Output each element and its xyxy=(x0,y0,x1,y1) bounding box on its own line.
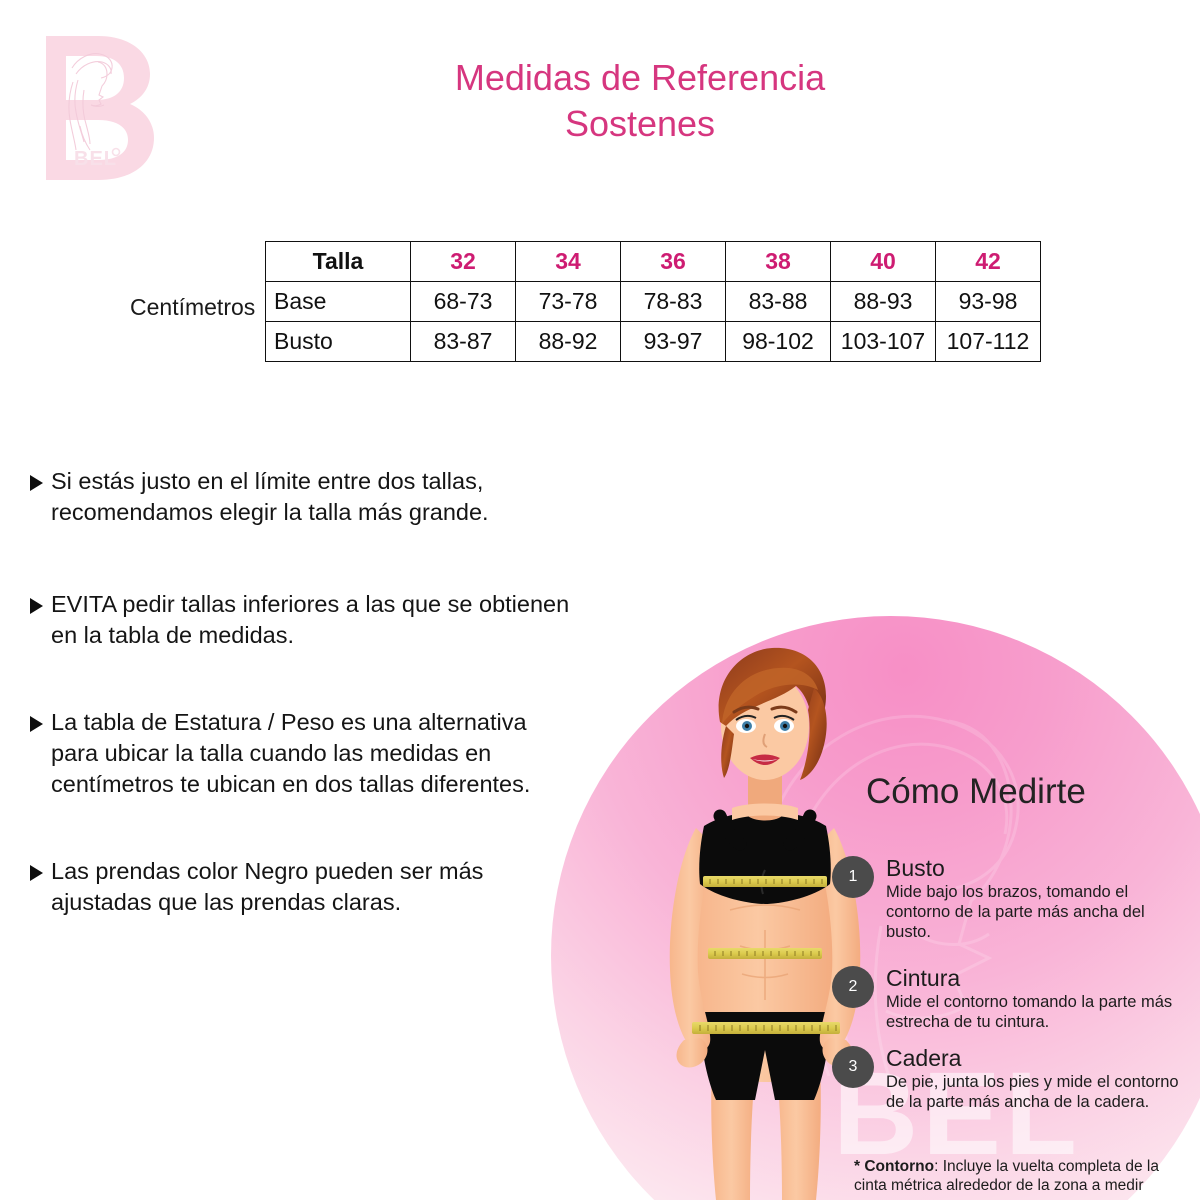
table-row: Base 68-73 73-78 78-83 83-88 88-93 93-98 xyxy=(265,281,1041,322)
bel-logo-icon: BEL xyxy=(46,36,154,180)
step-body: Busto Mide bajo los brazos, tomando el c… xyxy=(886,856,1184,942)
table-unit-label: Centímetros xyxy=(130,294,256,320)
table-size-42: 42 xyxy=(935,241,1041,282)
hair-front xyxy=(721,726,734,778)
cell-busto-36: 93-97 xyxy=(620,321,726,362)
note-line: centímetros te ubican en dos tallas dife… xyxy=(51,771,531,797)
nose xyxy=(762,733,768,748)
hair-side xyxy=(800,688,827,780)
measure-step-cintura: 2 Cintura Mide el contorno tomando la pa… xyxy=(832,966,1184,1032)
footnote-label: * Contorno xyxy=(854,1158,935,1175)
row-label-busto: Busto xyxy=(265,321,411,362)
note-line: para ubicar la talla cuando las medidas … xyxy=(51,740,492,766)
logo-degree-icon xyxy=(111,147,121,157)
logo-wordmark: BEL xyxy=(74,148,117,170)
cell-busto-38: 98-102 xyxy=(725,321,831,362)
tape-waist xyxy=(708,948,822,959)
step-description: Mide el contorno tomando la parte más es… xyxy=(886,993,1173,1031)
woman-illustration xyxy=(669,647,861,1200)
bra-strap-left xyxy=(713,809,747,851)
table-size-32: 32 xyxy=(410,241,516,282)
cell-base-38: 83-88 xyxy=(725,281,831,322)
step-title: Cadera xyxy=(886,1045,962,1071)
hair-highlight xyxy=(722,667,818,724)
page-title-line2: Sostenes xyxy=(564,103,716,144)
note-text: La tabla de Estatura / Peso es una alter… xyxy=(51,707,530,800)
note-line: Las prendas color Negro pueden ser más xyxy=(51,858,484,884)
note-item: Las prendas color Negro pueden ser más a… xyxy=(30,856,483,918)
triangle-bullet-icon xyxy=(30,598,43,614)
how-to-measure-title: Cómo Medirte xyxy=(866,772,1086,811)
hair xyxy=(718,647,826,734)
bra-strap-right xyxy=(783,809,817,851)
tape-hip xyxy=(692,1022,840,1034)
step-number-badge: 1 xyxy=(832,856,874,898)
eyebrow-left xyxy=(732,705,760,714)
tape-bust xyxy=(703,876,827,887)
note-text: Las prendas color Negro pueden ser más a… xyxy=(51,856,483,918)
cell-base-42: 93-98 xyxy=(935,281,1041,322)
note-text: Si estás justo en el límite entre dos ta… xyxy=(51,466,489,528)
triangle-bullet-icon xyxy=(30,865,43,881)
triangle-bullet-icon xyxy=(30,716,43,732)
cell-base-40: 88-93 xyxy=(830,281,936,322)
cell-busto-42: 107-112 xyxy=(935,321,1041,362)
step-description: Mide bajo los brazos, tomando el contorn… xyxy=(886,883,1145,941)
step-title: Cintura xyxy=(886,965,961,991)
cell-busto-40: 103-107 xyxy=(830,321,936,362)
note-item: Si estás justo en el límite entre dos ta… xyxy=(30,466,489,528)
cell-busto-32: 83-87 xyxy=(410,321,516,362)
page-title: Medidas de Referencia Sostenes xyxy=(300,55,980,147)
size-table: Talla 32 34 36 38 40 42 Base 68-73 73-78… xyxy=(265,241,1041,362)
footnote-text: : Incluye la vuelta completa de la cinta… xyxy=(854,1158,1159,1194)
step-number-badge: 3 xyxy=(832,1046,874,1088)
table-size-34: 34 xyxy=(515,241,621,282)
measure-step-busto: 1 Busto Mide bajo los brazos, tomando el… xyxy=(832,856,1184,942)
note-item: EVITA pedir tallas inferiores a las que … xyxy=(30,589,569,651)
note-line: Si estás justo en el límite entre dos ta… xyxy=(51,468,484,494)
note-text: EVITA pedir tallas inferiores a las que … xyxy=(51,589,569,651)
bel-logo: BEL xyxy=(36,30,156,190)
page-title-line1: Medidas de Referencia xyxy=(454,57,826,98)
table-header-row: Talla 32 34 36 38 40 42 xyxy=(265,241,1041,282)
step-body: Cadera De pie, junta los pies y mide el … xyxy=(886,1046,1184,1112)
teeth xyxy=(752,759,778,762)
step-description: De pie, junta los pies y mide el contorn… xyxy=(886,1073,1179,1111)
table-row: Busto 83-87 88-92 93-97 98-102 103-107 1… xyxy=(265,321,1041,362)
contorno-footnote: * Contorno: Incluye la vuelta completa d… xyxy=(854,1157,1194,1195)
row-label-base: Base xyxy=(265,281,411,322)
eyebrow-right xyxy=(770,705,798,714)
note-item: La tabla de Estatura / Peso es una alter… xyxy=(30,707,530,800)
hand-left xyxy=(676,1038,708,1068)
step-number-badge: 2 xyxy=(832,966,874,1008)
triangle-bullet-icon xyxy=(30,475,43,491)
eyeline-left xyxy=(735,714,757,721)
cell-base-32: 68-73 xyxy=(410,281,516,322)
eyeline-right xyxy=(773,714,795,721)
step-title: Busto xyxy=(886,855,945,881)
measure-step-cadera: 3 Cadera De pie, junta los pies y mide e… xyxy=(832,1046,1184,1112)
table-size-36: 36 xyxy=(620,241,726,282)
table-size-38: 38 xyxy=(725,241,831,282)
cell-busto-34: 88-92 xyxy=(515,321,621,362)
chest xyxy=(732,803,798,820)
note-line: recomendamos elegir la talla más grande. xyxy=(51,499,489,525)
lips xyxy=(750,754,780,765)
note-line: ajustadas que las prendas claras. xyxy=(51,889,402,915)
cell-base-36: 78-83 xyxy=(620,281,726,322)
table-header-talla: Talla xyxy=(265,241,411,282)
table-size-40: 40 xyxy=(830,241,936,282)
cell-base-34: 73-78 xyxy=(515,281,621,322)
note-line: La tabla de Estatura / Peso es una alter… xyxy=(51,709,527,735)
note-line: EVITA pedir tallas inferiores a las que … xyxy=(51,591,570,617)
note-line: en la tabla de medidas. xyxy=(51,622,294,648)
step-body: Cintura Mide el contorno tomando la part… xyxy=(886,966,1184,1032)
